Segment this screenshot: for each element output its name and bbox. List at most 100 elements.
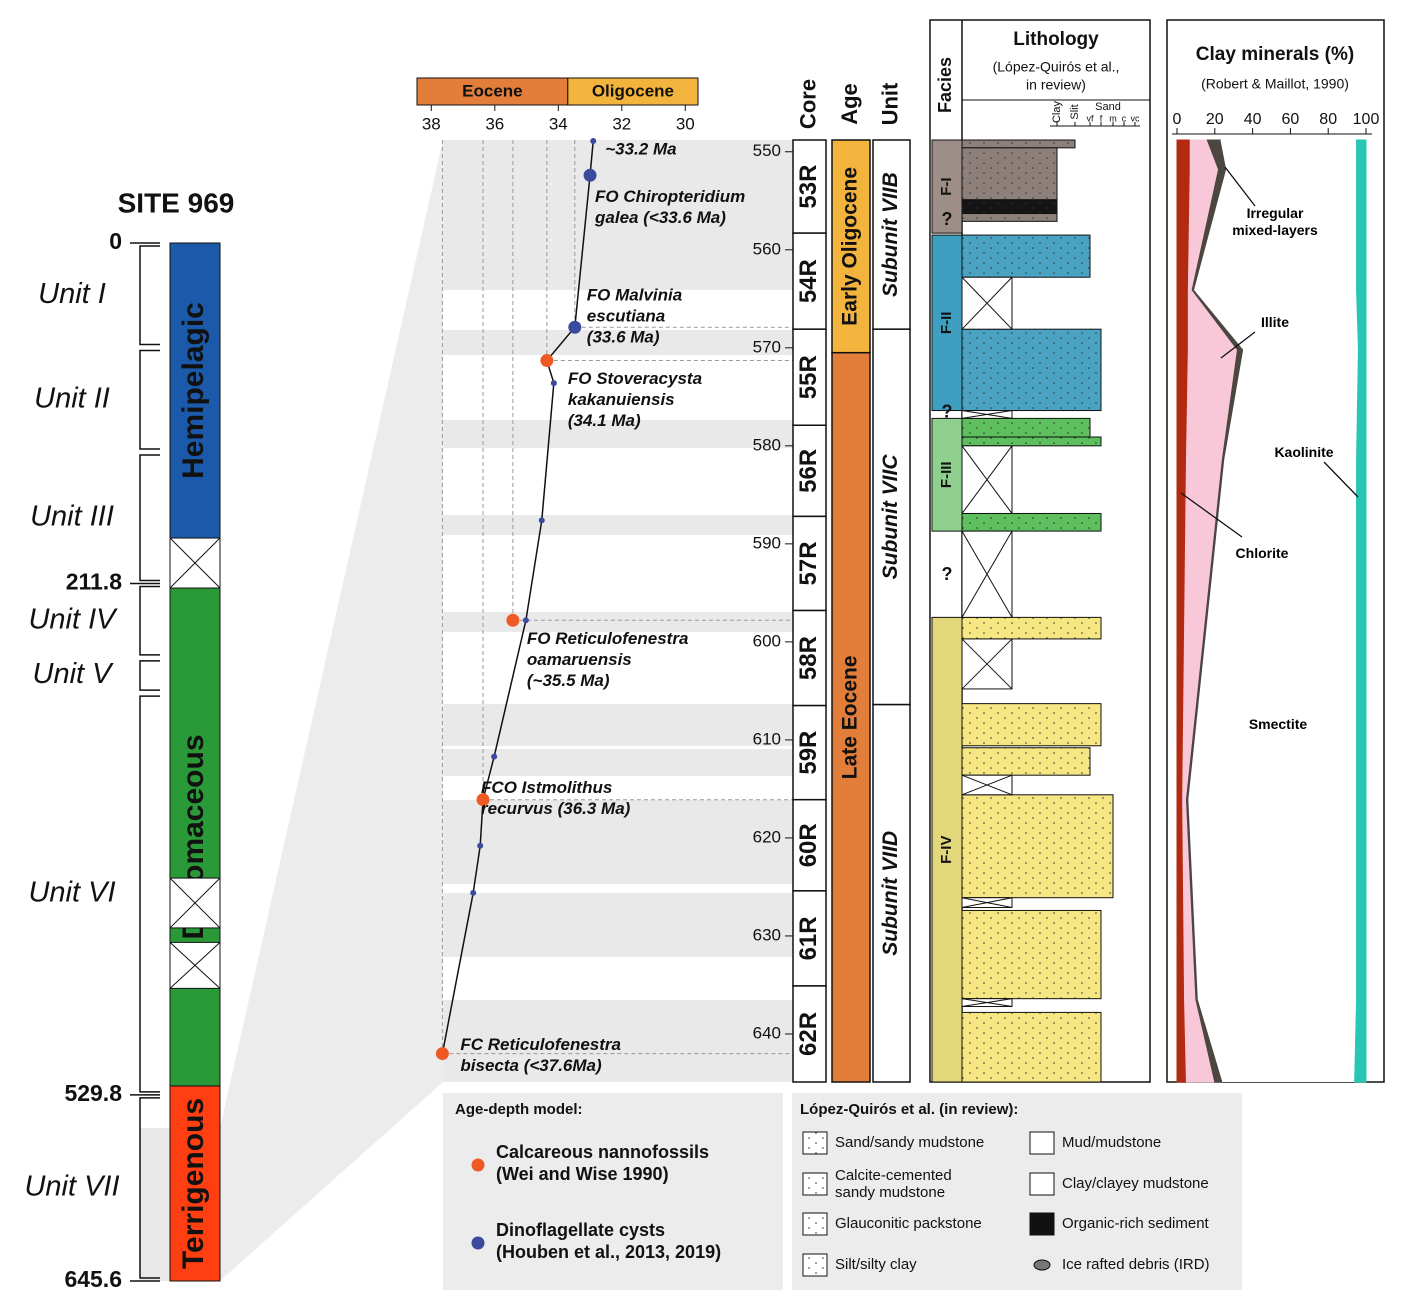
background-layout bbox=[140, 19, 1385, 1290]
unit-bracket bbox=[139, 660, 160, 691]
cores-label: 56R bbox=[795, 449, 822, 493]
units-box bbox=[872, 139, 911, 330]
legend-dot bbox=[471, 1158, 485, 1172]
age-tick-label: 36 bbox=[485, 114, 504, 133]
datum-label: oamaruensis bbox=[527, 650, 632, 669]
unit-label: Unit VI bbox=[28, 877, 115, 909]
cores-label: 60R bbox=[795, 823, 822, 867]
cores-label: 55R bbox=[795, 355, 822, 399]
datum-label: (~35.5 Ma) bbox=[527, 671, 610, 690]
core-gap-x bbox=[961, 276, 1013, 330]
clay-label-box: Illite bbox=[1260, 313, 1289, 330]
dino-point bbox=[538, 517, 545, 524]
cores-label: 54R bbox=[795, 259, 822, 303]
bed-pattern bbox=[962, 910, 1101, 999]
cores-label: 59R bbox=[795, 731, 822, 775]
cores-box bbox=[792, 424, 827, 518]
unit-bracket bbox=[139, 585, 160, 656]
dino-point bbox=[550, 380, 557, 387]
depth-tick-label: 560 bbox=[753, 239, 781, 258]
datum-point bbox=[435, 1047, 449, 1061]
unit-bracket bbox=[139, 245, 160, 346]
legend-text: sandy mudstone bbox=[835, 1184, 945, 1201]
clay-label-box: Kaolinite bbox=[1274, 444, 1333, 460]
cores-box bbox=[792, 515, 827, 612]
bed-pattern bbox=[962, 147, 1057, 200]
legend-pattern bbox=[803, 1173, 827, 1195]
units-label: Subunit VIID bbox=[879, 831, 902, 956]
cores-box bbox=[792, 328, 827, 426]
lithology-source: in review) bbox=[1026, 77, 1086, 93]
grain-label: Clay bbox=[1051, 101, 1063, 124]
bed-pattern bbox=[962, 1012, 1101, 1082]
core-gap-x bbox=[961, 530, 1013, 618]
depth-tick-label: 590 bbox=[753, 533, 781, 552]
cores-box bbox=[792, 890, 827, 987]
grain-label: c bbox=[1122, 113, 1127, 123]
epoch-label: Oligocene bbox=[592, 81, 674, 100]
depth-tick-label: 600 bbox=[753, 631, 781, 650]
clay-tick-label: 80 bbox=[1319, 111, 1337, 128]
cores-box bbox=[792, 232, 827, 330]
datum-point bbox=[540, 354, 554, 368]
column-header: Unit bbox=[877, 82, 902, 125]
core-gap-x bbox=[961, 445, 1013, 514]
facies bbox=[931, 139, 963, 234]
clay-arrow bbox=[1220, 331, 1256, 359]
bed-pattern bbox=[962, 418, 1090, 438]
datum-label: recurvus (36.3 Ma) bbox=[481, 799, 631, 818]
facies-label: F-I bbox=[938, 177, 955, 195]
clay-label-box: Chlorite bbox=[1235, 544, 1289, 561]
facies-label: F-III bbox=[938, 461, 955, 488]
epoch bbox=[567, 77, 699, 106]
depth-tick-label: 620 bbox=[753, 827, 781, 846]
datum-label: escutiana bbox=[587, 307, 665, 326]
datum-point bbox=[476, 793, 490, 807]
age-tick-label: 30 bbox=[676, 114, 695, 133]
facies-header: Facies bbox=[935, 57, 955, 113]
units-box bbox=[872, 328, 911, 706]
depth-tick-label: 570 bbox=[753, 337, 781, 356]
legend-symbol bbox=[1029, 1212, 1055, 1236]
lithology-source: (López-Quirós et al., bbox=[993, 59, 1120, 75]
core-gap-x bbox=[961, 998, 1013, 1008]
legend-symbol bbox=[1029, 1172, 1055, 1196]
cores-box bbox=[792, 798, 827, 892]
legend-title: López-Quirós et al. (in review): bbox=[800, 1101, 1018, 1118]
depth-tick-label: 550 bbox=[753, 141, 781, 160]
clay-label: Illite bbox=[1260, 313, 1289, 330]
legend-symbol bbox=[1029, 1131, 1055, 1155]
bed-pattern bbox=[962, 140, 1075, 148]
datum-label: (33.6 Ma) bbox=[587, 328, 660, 347]
unit-label: Unit VII bbox=[24, 1171, 119, 1203]
clay-tick-label: 100 bbox=[1353, 111, 1380, 128]
legend-text: Dinoflagellate cysts bbox=[496, 1220, 665, 1240]
datum-label: FO Chiropteridium bbox=[595, 187, 745, 206]
unit-bracket bbox=[139, 1097, 160, 1279]
legend-pattern bbox=[803, 1254, 827, 1276]
facies-label: F-IV bbox=[938, 836, 955, 864]
legend-text: Sand/sandy mudstone bbox=[835, 1134, 984, 1151]
legend-text: (Wei and Wise 1990) bbox=[496, 1164, 669, 1184]
bed-pattern bbox=[962, 213, 1057, 222]
bed-pattern bbox=[962, 437, 1101, 446]
legend-text: (Houben et al., 2013, 2019) bbox=[496, 1242, 721, 1262]
cores-label: 61R bbox=[795, 916, 822, 960]
core-gap-x bbox=[961, 774, 1013, 796]
clay-label: Chlorite bbox=[1235, 544, 1289, 561]
grain-label: vc bbox=[1131, 113, 1141, 123]
site-lithology bbox=[169, 587, 221, 1087]
bed-pattern bbox=[962, 513, 1101, 532]
legend-text: Clay/clayey mudstone bbox=[1062, 1175, 1209, 1192]
age-tick-label: 34 bbox=[549, 114, 568, 133]
column-header: Core bbox=[795, 79, 820, 129]
site-title: SITE 969 bbox=[118, 187, 235, 218]
unit-bracket bbox=[139, 454, 160, 582]
datum-label: FCO Istmolithus bbox=[481, 778, 612, 797]
datum-label: (34.1 Ma) bbox=[568, 411, 641, 430]
datum-label: ~33.2 Ma bbox=[605, 139, 676, 158]
grain-label: Sand bbox=[1095, 101, 1121, 113]
ages-label: Early Oligocene bbox=[839, 167, 862, 326]
clay-area bbox=[1188, 140, 1359, 1082]
